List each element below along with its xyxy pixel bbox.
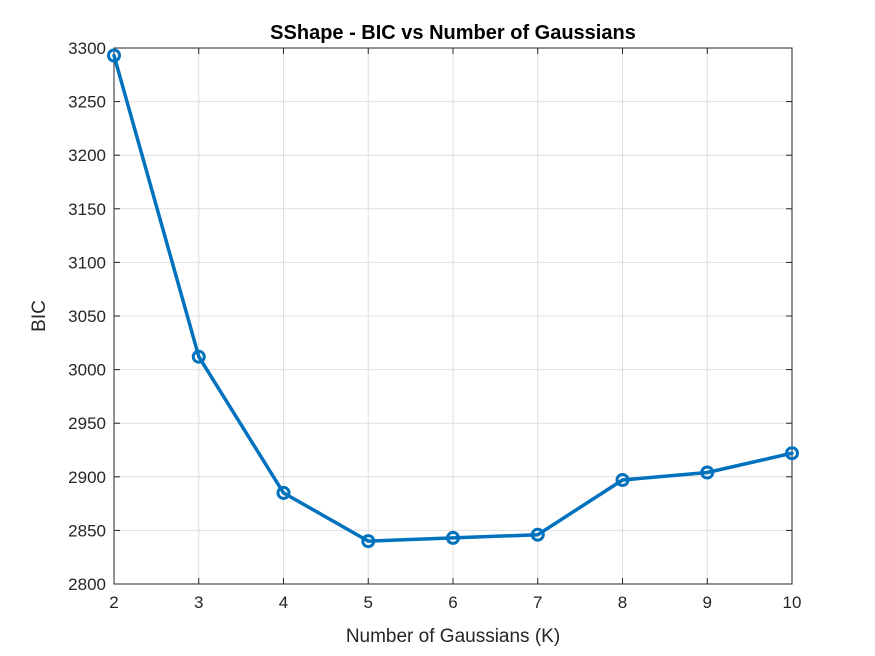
y-tick-label: 3300 <box>68 39 106 58</box>
data-point-marker <box>530 527 545 542</box>
x-axis-label: Number of Gaussians (K) <box>346 626 560 647</box>
y-axis-label: BIC <box>29 300 50 332</box>
y-tick-label: 3200 <box>68 146 106 165</box>
data-point-marker <box>615 473 630 488</box>
y-tick-label: 2900 <box>68 468 106 487</box>
chart-title: SShape - BIC vs Number of Gaussians <box>270 22 636 44</box>
y-tick-label: 3100 <box>68 253 106 272</box>
data-point-marker <box>785 446 799 461</box>
y-tick-label: 3250 <box>68 93 106 112</box>
plot-frame <box>113 47 793 585</box>
y-tick-label: 3000 <box>68 361 106 380</box>
x-tick-label: 9 <box>703 593 712 612</box>
data-point-marker <box>700 465 715 480</box>
x-tick-label: 2 <box>109 593 118 612</box>
data-point-marker <box>107 48 121 63</box>
y-tick-labels: 2800 2850 2900 2950 3000 3050 3100 3150 3200 3250… <box>68 39 106 594</box>
x-tick-label: 3 <box>194 593 203 612</box>
data-point-marker <box>276 485 291 500</box>
x-tick-label: 6 <box>448 593 457 612</box>
x-tick-labels: 2 3 4 5 6 7 8 9 10 <box>109 593 801 612</box>
x-tick-label: 4 <box>279 593 288 612</box>
x-tick-label: 7 <box>533 593 542 612</box>
series-layer <box>107 48 799 549</box>
data-point-marker <box>191 349 206 364</box>
data-point-marker <box>446 530 460 545</box>
y-tick-label: 3150 <box>68 200 106 219</box>
x-tick-label: 10 <box>783 593 802 612</box>
y-tick-label: 2950 <box>68 414 106 433</box>
y-tick-label: 3050 <box>68 307 106 326</box>
x-tick-label: 8 <box>618 593 627 612</box>
y-tick-label: 2850 <box>68 521 106 540</box>
series-line <box>112 53 794 543</box>
x-tick-label: 5 <box>364 593 373 612</box>
data-point-marker <box>361 534 376 549</box>
y-tick-label: 2800 <box>68 575 106 594</box>
